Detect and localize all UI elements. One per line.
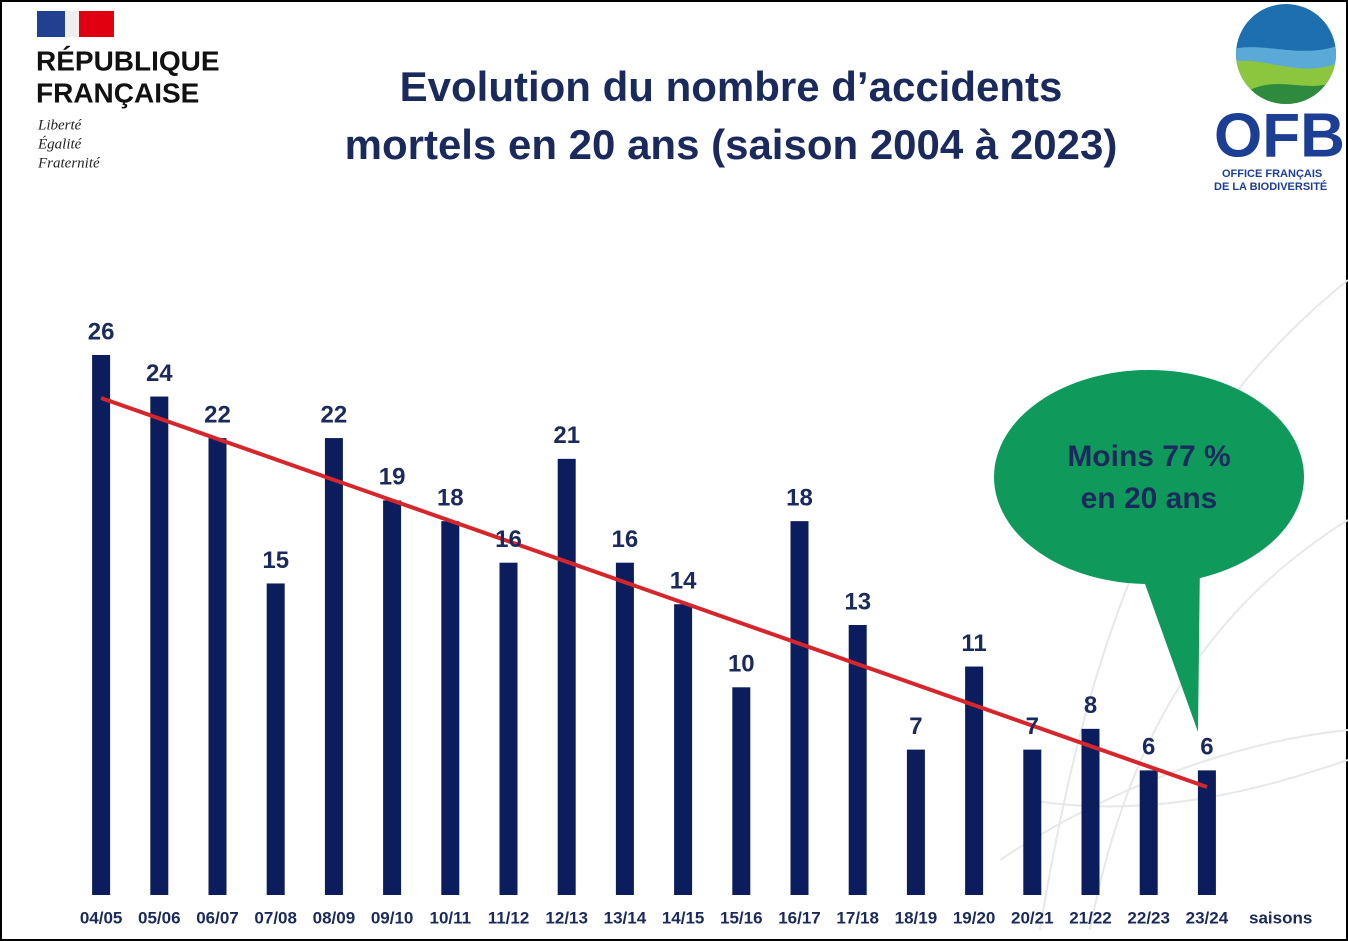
ofb-emblem [1236, 4, 1336, 104]
annotation: en 20 ans [1081, 482, 1218, 515]
data-label: 22 [204, 401, 231, 428]
bar [208, 438, 227, 895]
flag-blue [37, 11, 65, 37]
x-tick-label: 05/06 [138, 908, 181, 927]
data-label: 8 [1084, 692, 1097, 719]
x-tick-label: 16/17 [778, 908, 821, 927]
callout-tail [1140, 560, 1200, 732]
chart-title: mortels en 20 ans (saison 2004 à 2023) [345, 121, 1118, 168]
callout-bubble [994, 370, 1304, 584]
bar [324, 438, 343, 895]
bar [906, 749, 925, 895]
data-label: 26 [88, 318, 115, 345]
data-label: 14 [670, 568, 697, 595]
chart-title: Evolution du nombre d’accidents [400, 63, 1063, 110]
ofb-acronym: OFB [1214, 101, 1345, 170]
bar [441, 521, 460, 895]
x-tick-label: 20/21 [1011, 908, 1054, 927]
bar [499, 562, 518, 895]
bar [557, 458, 576, 895]
data-label: 7 [909, 713, 922, 740]
data-label: 6 [1142, 734, 1155, 761]
bar [732, 687, 751, 895]
flag-red [79, 11, 114, 37]
x-tick-label: 15/16 [720, 908, 763, 927]
data-label: 10 [728, 651, 755, 678]
x-tick-label: 08/09 [313, 908, 356, 927]
data-label: 11 [961, 630, 986, 657]
data-label: 7 [1026, 713, 1039, 740]
data-label: 19 [379, 464, 406, 491]
data-label: 18 [437, 484, 464, 511]
x-tick-label: 09/10 [371, 908, 414, 927]
bar [848, 625, 867, 895]
bar [674, 604, 693, 895]
bar [1197, 770, 1216, 895]
flag-white [65, 11, 79, 37]
bar [1081, 728, 1100, 895]
x-tick-label: 22/23 [1127, 908, 1170, 927]
bar [790, 521, 809, 895]
logo-text: RÉPUBLIQUE [36, 45, 220, 76]
bar [615, 562, 634, 895]
data-label: 6 [1200, 734, 1213, 761]
x-tick-label: 04/05 [80, 908, 123, 927]
data-label: 16 [612, 526, 639, 553]
plot: 04/05 05/06 06/07 07/08 08/09 09/10 10/11 11/12… [80, 318, 1229, 927]
x-tick-label: 21/22 [1069, 908, 1112, 927]
x-tick-label: 11/12 [488, 908, 530, 927]
motto: Fraternité [37, 155, 101, 171]
x-tick-label: 13/14 [604, 908, 647, 927]
decor-line [999, 729, 1348, 861]
data-label: 16 [495, 526, 522, 553]
x-tick-label: 06/07 [196, 908, 239, 927]
motto: Égalité [37, 135, 83, 152]
x-axis-label: saisons [1249, 908, 1312, 927]
x-tick-label: 07/08 [254, 908, 297, 927]
x-tick-label: 12/13 [545, 908, 588, 927]
logo-text: FRANÇAISE [36, 77, 199, 108]
bar [965, 666, 984, 895]
x-tick-label: 14/15 [662, 908, 705, 927]
data-label: 22 [321, 401, 348, 428]
x-tick-label: 17/18 [836, 908, 879, 927]
annotation: Moins 77 % [1067, 440, 1230, 473]
bar [150, 396, 169, 895]
x-tick-label: 10/11 [429, 908, 471, 927]
x-tick-label: 19/20 [953, 908, 996, 927]
trend-line [100, 396, 1208, 789]
callout: Moins 77 % en 20 ans [994, 370, 1304, 732]
bar [1023, 749, 1042, 895]
bar [383, 500, 402, 895]
x-tick-label: 18/19 [895, 908, 938, 927]
motto: Liberté [37, 117, 83, 133]
data-label: 21 [553, 422, 580, 449]
bar [1139, 770, 1158, 895]
ofb-name: OFFICE FRANÇAIS [1222, 168, 1322, 180]
bar [92, 355, 111, 895]
data-label: 18 [786, 484, 813, 511]
data-label: 13 [844, 588, 871, 615]
data-label: 15 [262, 547, 289, 574]
x-tick-label: 23/24 [1186, 908, 1229, 927]
ofb-name: DE LA BIODIVERSITÉ [1214, 180, 1327, 193]
bar [266, 583, 285, 895]
data-label: 24 [146, 360, 173, 387]
